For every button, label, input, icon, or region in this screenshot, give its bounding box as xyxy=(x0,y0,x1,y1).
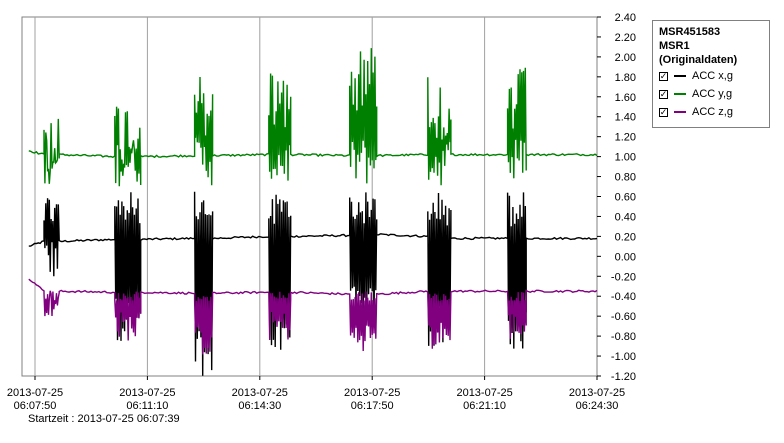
legend-label-acc-x: ACC x,g xyxy=(692,70,733,82)
y-tick-label: -0.80 xyxy=(611,331,636,343)
checkbox-acc-x[interactable]: ✓ xyxy=(659,70,668,81)
y-tick-label: 0.00 xyxy=(615,251,636,263)
checkbox-acc-z[interactable]: ✓ xyxy=(659,106,668,117)
x-tick-time: 06:07:50 xyxy=(14,400,57,412)
y-tick-label: 1.40 xyxy=(615,112,636,124)
x-tick-date: 2013-07-25 xyxy=(7,387,63,399)
y-tick-label: 0.20 xyxy=(615,231,636,243)
y-axis: 2.40 2.20 2.00 1.80 1.60 1.40 1.20 1.00 0.80 0.60… xyxy=(597,12,636,383)
x-axis: 2013-07-2506:07:502013-07-2506:11:102013… xyxy=(7,376,625,412)
y-tick-label: 1.00 xyxy=(615,152,636,164)
swatch-acc-z xyxy=(674,111,686,113)
legend-item-acc-y[interactable]: ✓ ACC y,g xyxy=(659,85,763,103)
y-tick-label: 2.20 xyxy=(615,32,636,44)
y-tick-label: 2.00 xyxy=(615,52,636,64)
legend-title-line-1: MSR451583 xyxy=(659,26,721,38)
x-tick-time: 06:14:30 xyxy=(238,400,281,412)
y-tick-label: 1.80 xyxy=(615,72,636,84)
y-tick-label: 0.60 xyxy=(615,192,636,204)
x-tick-time: 06:21:10 xyxy=(463,400,506,412)
y-tick-label: -1.00 xyxy=(611,351,636,363)
swatch-acc-y xyxy=(674,93,686,95)
legend: MSR451583 MSR1 (Originaldaten) ✓ ACC x,g… xyxy=(652,20,770,128)
x-tick-time: 06:11:10 xyxy=(126,400,168,412)
y-tick-label: 1.60 xyxy=(615,92,636,104)
x-tick-date: 2013-07-25 xyxy=(119,387,175,399)
legend-title-line-3: (Originaldaten) xyxy=(659,54,738,66)
y-tick-label: -1.20 xyxy=(611,371,636,383)
x-tick-time: 06:24:30 xyxy=(576,400,619,412)
x-tick-date: 2013-07-25 xyxy=(232,387,288,399)
y-tick-label: -0.20 xyxy=(611,271,636,283)
y-tick-label: 0.80 xyxy=(615,172,636,184)
legend-label-acc-z: ACC z,g xyxy=(692,106,733,118)
y-tick-label: -0.40 xyxy=(611,291,636,303)
legend-label-acc-y: ACC y,g xyxy=(692,88,733,100)
start-time-label: Startzeit : 2013-07-25 06:07:39 xyxy=(28,413,180,425)
series-line-acc-z-g xyxy=(28,278,598,355)
series-layer xyxy=(28,48,598,376)
y-tick-label: -0.60 xyxy=(611,311,636,323)
series-line-acc-y-g xyxy=(28,48,598,187)
grid-lines xyxy=(34,17,486,376)
y-tick-label: 2.40 xyxy=(615,12,636,24)
checkbox-acc-y[interactable]: ✓ xyxy=(659,88,668,99)
x-tick-date: 2013-07-25 xyxy=(569,387,625,399)
y-tick-label: 0.40 xyxy=(615,211,636,223)
swatch-acc-x xyxy=(674,75,686,77)
x-tick-date: 2013-07-25 xyxy=(344,387,400,399)
x-tick-time: 06:17:50 xyxy=(351,400,394,412)
legend-item-acc-z[interactable]: ✓ ACC z,g xyxy=(659,103,763,121)
legend-title-line-2: MSR1 xyxy=(659,40,690,52)
x-tick-date: 2013-07-25 xyxy=(456,387,512,399)
legend-item-acc-x[interactable]: ✓ ACC x,g xyxy=(659,67,763,85)
y-tick-label: 1.20 xyxy=(615,132,636,144)
